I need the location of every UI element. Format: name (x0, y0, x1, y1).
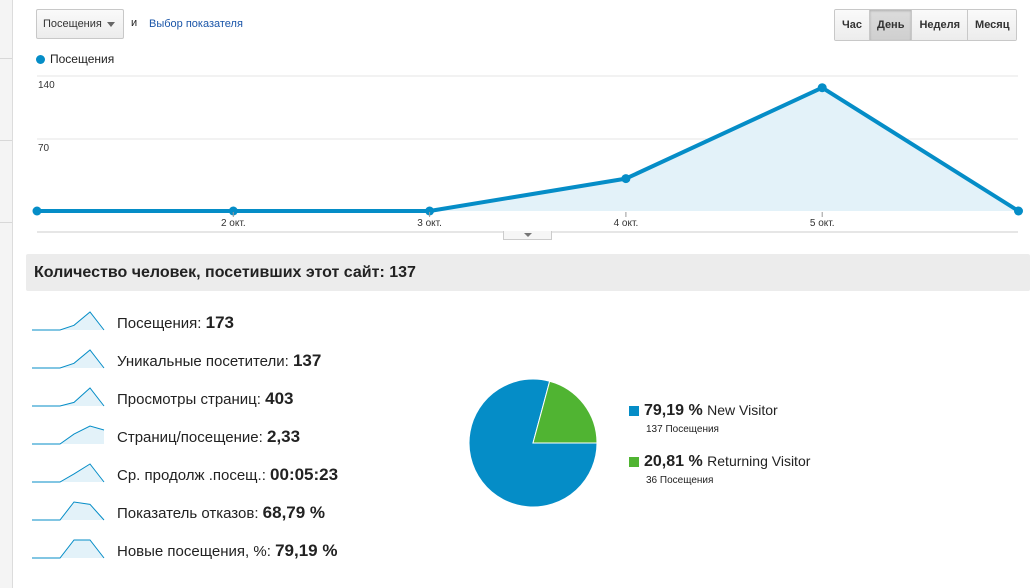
sparkline-line (32, 311, 105, 331)
metric-row[interactable]: Страниц/посещение: 2,33 (30, 420, 410, 454)
sparkline-area (32, 388, 104, 406)
slice-percent: 20,81 % Returning Visitor (644, 453, 811, 470)
y-tick-label: 70 (38, 143, 50, 154)
y-tick-label: 140 (38, 80, 55, 91)
data-point[interactable] (32, 206, 42, 216)
slice-visits: 137 Посещения (646, 424, 719, 435)
metric-value: 79,19 % (275, 541, 338, 560)
slice-visits: 36 Посещения (646, 475, 714, 486)
chart-legend[interactable]: Посещения (36, 52, 114, 66)
metric-dropdown[interactable]: Посещения (36, 9, 124, 39)
sparkline-line (32, 501, 105, 521)
data-point[interactable] (425, 206, 435, 216)
x-tick-label: 4 окт. (614, 218, 639, 229)
sparkline-area (32, 350, 104, 368)
series-line (37, 85, 1020, 213)
sparkline-line (32, 349, 105, 369)
sparkline-area (32, 540, 104, 558)
sparkline-line (32, 539, 105, 559)
metric-value: 68,79 % (262, 503, 326, 522)
data-point[interactable] (817, 83, 827, 93)
metric-name: Ср. продолж .посещ.: (117, 467, 271, 484)
metric-row[interactable]: Ср. продолж .посещ.: 00:05:23 (30, 458, 410, 492)
slice-percent: 79,19 % New Visitor (644, 402, 778, 419)
metric-value: 00:05:23 (270, 465, 339, 484)
legend-label: Посещения (50, 52, 115, 66)
summary-text: Количество человек, посетивших этот сайт… (34, 264, 416, 281)
sparkline (32, 463, 105, 483)
metric-name: Показатель отказов: (117, 505, 263, 522)
period-day-button[interactable]: День (869, 10, 913, 40)
sparkline-area (32, 312, 104, 330)
sidebar-divider (0, 58, 12, 59)
metric-name: Уникальные посетители: (117, 353, 293, 370)
metric-dropdown-label: Посещения (43, 18, 102, 30)
legend-swatch (629, 406, 639, 416)
metric-name: Просмотры страниц: (117, 391, 266, 408)
slice-name: New Visitor (707, 402, 778, 418)
metric-name: Посещения: (117, 315, 206, 332)
metric-value: 403 (265, 389, 294, 408)
period-hour-button[interactable]: Час (835, 10, 870, 40)
metric-label: Посещения: 173 (117, 313, 234, 333)
metric-name: Страниц/посещение: (117, 429, 267, 446)
period-week-button[interactable]: Неделя (912, 10, 969, 40)
metric-value: 2,33 (266, 427, 301, 446)
left-sidebar-edge (0, 0, 13, 588)
sparkline (32, 425, 105, 445)
and-text: и (131, 17, 138, 29)
metric-label: Уникальные посетители: 137 (117, 351, 321, 371)
metric-row[interactable]: Новые посещения, %: 79,19 % (30, 534, 410, 568)
period-selector: Час День Неделя Месяц (834, 9, 1018, 41)
metric-row[interactable]: Просмотры страниц: 403 (30, 382, 410, 416)
choose-metric-link[interactable]: Выбор показателя (149, 18, 243, 30)
sparkline-line (32, 425, 105, 445)
chevron-down-icon (524, 233, 532, 237)
metric-label: Страниц/посещение: 2,33 (117, 427, 300, 447)
sparkline (32, 387, 105, 407)
metric-value: 173 (205, 313, 234, 332)
sparkline (32, 311, 105, 331)
data-point[interactable] (228, 206, 238, 216)
metric-row[interactable]: Показатель отказов: 68,79 % (30, 496, 410, 530)
sparkline-area (32, 464, 104, 482)
sparkline (32, 349, 105, 369)
slice-name: Returning Visitor (707, 453, 811, 469)
sparkline (32, 539, 105, 559)
chevron-down-icon (107, 22, 115, 27)
visits-line-chart[interactable]: 140 70 2 окт. 3 окт. 4 окт. 5 окт. (0, 70, 1035, 240)
metric-label: Новые посещения, %: 79,19 % (117, 541, 337, 561)
period-month-button[interactable]: Месяц (968, 10, 1017, 40)
series-area (37, 87, 1019, 211)
legend-swatch (629, 457, 639, 467)
x-tick-label: 2 окт. (221, 218, 246, 229)
summary-bar: Количество человек, посетивших этот сайт… (26, 254, 1030, 291)
metric-row[interactable]: Уникальные посетители: 137 (30, 344, 410, 378)
x-tick-label: 3 окт. (417, 218, 442, 229)
metric-value: 137 (292, 351, 322, 370)
series-dot-icon (36, 54, 45, 64)
sidebar-divider (0, 140, 12, 141)
sparkline (32, 501, 105, 521)
data-point[interactable] (1014, 206, 1023, 216)
data-point[interactable] (621, 174, 631, 184)
metric-label: Показатель отказов: 68,79 % (117, 503, 325, 523)
sparkline-line (32, 463, 105, 483)
metric-label: Просмотры страниц: 403 (117, 389, 293, 409)
visitor-type-pie[interactable] (468, 378, 598, 508)
metric-name: Новые посещения, %: (117, 543, 276, 560)
pie-slice[interactable] (532, 380, 598, 444)
metric-label: Ср. продолж .посещ.: 00:05:23 (117, 465, 338, 485)
sparkline-area (32, 426, 104, 444)
sidebar-divider (0, 222, 12, 223)
sparkline-line (32, 387, 105, 407)
sparkline-area (32, 502, 104, 520)
collapse-chart-tab[interactable] (503, 231, 552, 240)
metric-row[interactable]: Посещения: 173 (30, 306, 410, 340)
x-tick-label: 5 окт. (810, 218, 835, 229)
